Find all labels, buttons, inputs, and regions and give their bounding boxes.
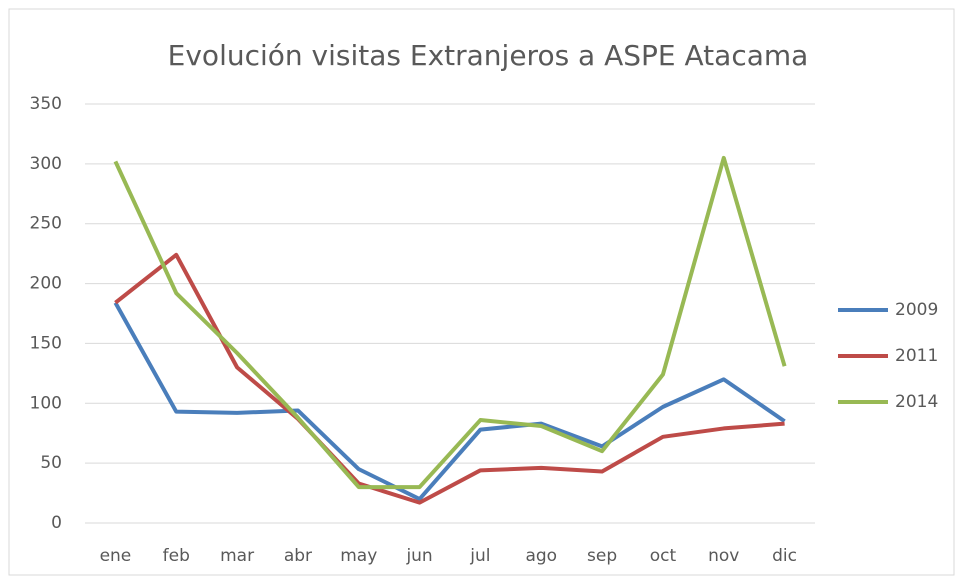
y-tick-label: 150	[30, 333, 62, 353]
x-tick-label: jul	[469, 546, 490, 566]
x-tick-label: ene	[100, 546, 132, 566]
x-tick-label: nov	[708, 546, 739, 566]
chart-title: Evolución visitas Extranjeros a ASPE Ata…	[168, 39, 809, 72]
y-tick-label: 300	[30, 154, 62, 174]
x-tick-label: dic	[772, 546, 797, 566]
legend-label: 2011	[895, 346, 938, 366]
y-tick-label: 100	[30, 393, 62, 413]
series-line	[114, 252, 785, 505]
chart-border	[8, 8, 955, 576]
legend-label: 2009	[895, 300, 938, 320]
y-tick-label: 350	[30, 94, 62, 114]
x-tick-label: sep	[587, 546, 617, 566]
y-tick-label: 250	[30, 214, 62, 234]
series-line	[113, 155, 787, 490]
y-tick-label: 0	[51, 513, 62, 533]
y-tick-label: 200	[30, 274, 62, 294]
x-tick-label: may	[340, 546, 377, 566]
series-line	[113, 301, 786, 502]
x-tick-label: feb	[163, 546, 190, 566]
x-tick-label: mar	[220, 546, 254, 566]
y-tick-label: 50	[40, 453, 62, 473]
x-tick-label: jun	[405, 546, 432, 566]
x-tick-label: oct	[650, 546, 677, 566]
x-tick-label: abr	[284, 546, 312, 566]
legend-label: 2014	[895, 392, 938, 412]
x-tick-label: ago	[525, 546, 557, 566]
